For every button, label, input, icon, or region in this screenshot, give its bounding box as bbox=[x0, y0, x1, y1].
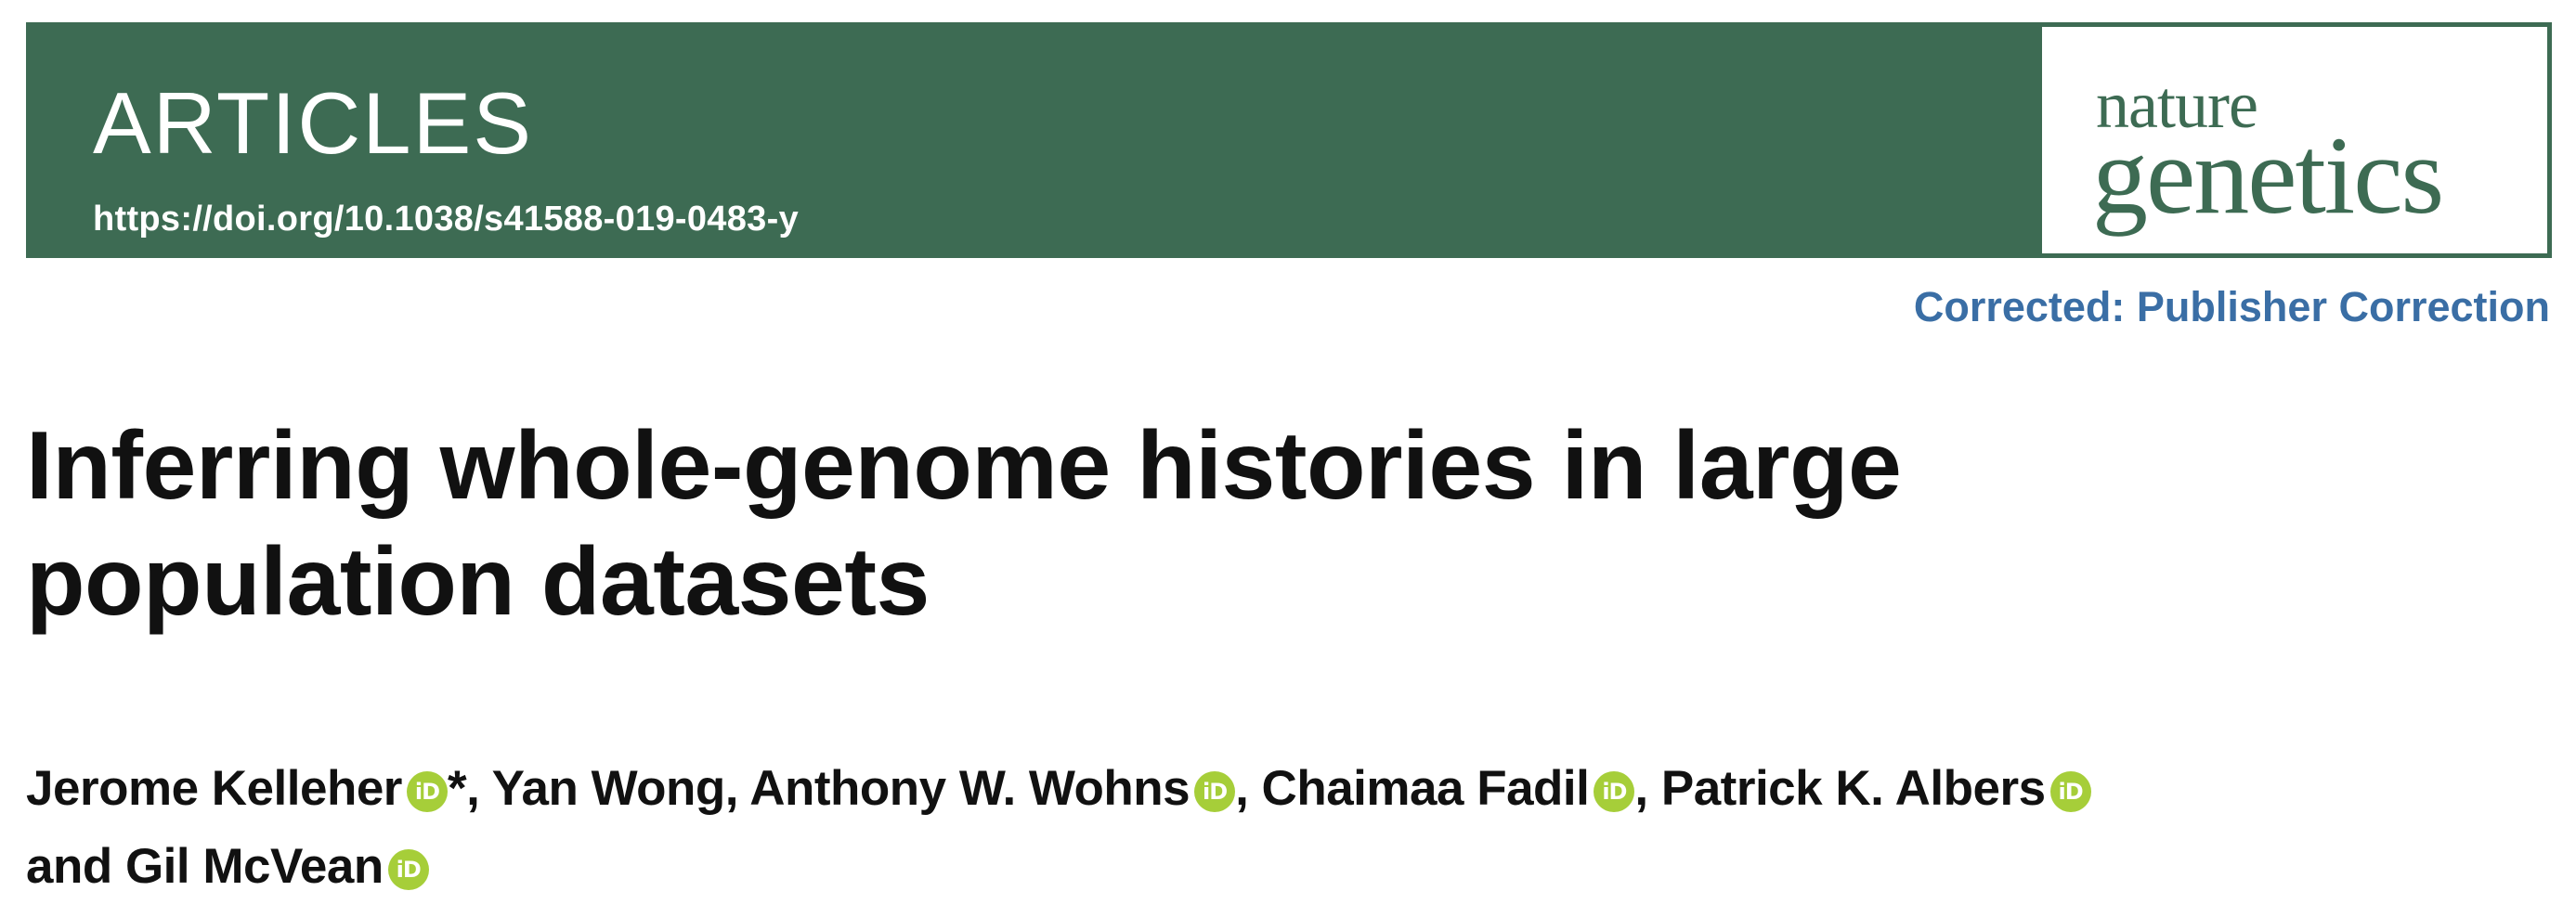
author-name[interactable]: Jerome Kelleher bbox=[26, 761, 402, 816]
article-title-line: population datasets bbox=[26, 527, 930, 636]
correction-link[interactable]: Corrected: Publisher Correction bbox=[1913, 283, 2550, 330]
section-label: ARTICLES bbox=[93, 74, 533, 172]
author-separator: , bbox=[724, 761, 750, 816]
article-title-line: Inferring whole-genome histories in larg… bbox=[26, 412, 1902, 520]
author-conjunction: and bbox=[26, 839, 125, 894]
author-name[interactable]: Chaimaa Fadil bbox=[1261, 761, 1590, 816]
journal-logo-line1: nature bbox=[2096, 68, 2258, 142]
journal-logo: nature genetics bbox=[2039, 24, 2550, 256]
author-list: Jerome Kelleher iD *, Yan Wong, Anthony W.… bbox=[26, 750, 2348, 906]
author-name[interactable]: Anthony W. Wohns bbox=[749, 761, 1190, 816]
orcid-icon[interactable]: iD bbox=[1194, 771, 1236, 812]
author-separator: *, bbox=[447, 761, 492, 816]
orcid-icon[interactable]: iD bbox=[387, 849, 429, 890]
orcid-icon[interactable]: iD bbox=[406, 771, 448, 812]
article-title: Inferring whole-genome histories in larg… bbox=[26, 408, 2255, 640]
author-separator: , bbox=[1634, 761, 1661, 816]
journal-logo-line2: genetics bbox=[2092, 113, 2444, 237]
author-name[interactable]: Gil McVean bbox=[124, 839, 384, 894]
orcid-icon[interactable]: iD bbox=[2049, 771, 2091, 812]
author-name[interactable]: Patrick K. Albers bbox=[1660, 761, 2046, 816]
author-name[interactable]: Yan Wong bbox=[491, 761, 726, 816]
doi-link[interactable]: https://doi.org/10.1038/s41588-019-0483-… bbox=[93, 200, 799, 239]
orcid-icon[interactable]: iD bbox=[1594, 771, 1635, 812]
author-separator: , bbox=[1235, 761, 1262, 816]
author-line-2: and Gil McVean iD bbox=[26, 828, 2348, 906]
author-line-1: Jerome Kelleher iD *, Yan Wong, Anthony W.… bbox=[26, 750, 2348, 828]
